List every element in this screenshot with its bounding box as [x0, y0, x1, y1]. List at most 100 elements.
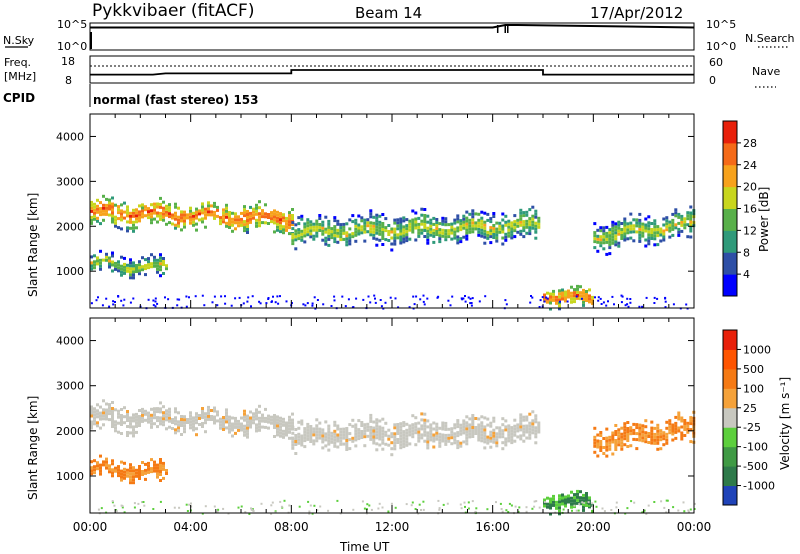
echo-cell	[291, 217, 294, 220]
echo-cell	[105, 197, 108, 201]
echo-cell	[531, 419, 535, 423]
echo-cell	[342, 237, 346, 241]
echo-cell	[180, 421, 183, 424]
echo-cell	[545, 296, 548, 299]
echo-cell	[591, 502, 594, 505]
echo-cell	[614, 442, 618, 445]
echo-cell	[96, 262, 99, 266]
echo-cell	[567, 292, 570, 296]
echo-cell	[432, 228, 436, 232]
echo-cell	[318, 427, 322, 431]
echo-cell	[674, 208, 678, 212]
echo-cell	[471, 297, 474, 300]
echo-cell	[324, 444, 328, 448]
echo-cell	[336, 433, 340, 437]
echo-cell	[647, 432, 651, 435]
echo-cell	[483, 223, 487, 227]
echo-cell	[435, 431, 439, 435]
echo-cell	[352, 306, 355, 309]
echo-cell	[390, 227, 394, 231]
echo-cell	[150, 215, 153, 219]
echo-cell	[370, 508, 373, 511]
echo-cell	[668, 419, 672, 423]
echo-cell	[498, 429, 502, 433]
echo-cell	[480, 234, 484, 238]
echo-cell	[498, 435, 502, 439]
echo-cell	[189, 221, 192, 225]
echo-cell	[683, 434, 687, 437]
echo-cell	[366, 503, 369, 506]
echo-cell	[480, 231, 484, 235]
echo-cell	[147, 257, 150, 261]
echo-cell	[147, 417, 150, 421]
echo-cell	[593, 237, 597, 241]
echo-cell	[453, 227, 457, 231]
echo-cell	[399, 232, 403, 236]
colorbar-tick-label: 100	[743, 382, 764, 395]
echo-cell	[105, 460, 108, 464]
echo-cell	[644, 431, 648, 435]
echo-cell	[135, 217, 138, 221]
echo-cell	[90, 460, 93, 464]
echo-cell	[153, 466, 156, 470]
echo-cell	[260, 502, 263, 505]
echo-cell	[108, 204, 111, 208]
echo-cell	[113, 504, 116, 507]
x-tick-label: 08:00	[274, 520, 309, 534]
colorbar-segment	[723, 466, 737, 487]
echo-cell	[635, 432, 639, 436]
echo-cell	[413, 303, 416, 306]
echo-cell	[423, 430, 427, 434]
echo-cell	[522, 211, 526, 215]
echo-cell	[614, 231, 618, 235]
echo-cell	[489, 430, 493, 434]
echo-cell	[321, 437, 325, 441]
echo-cell	[258, 300, 261, 303]
echo-cell	[126, 214, 129, 218]
echo-cell	[444, 220, 448, 224]
echo-cell	[580, 297, 583, 300]
echo-cell	[159, 259, 162, 263]
echo-cell	[415, 295, 418, 298]
echo-cell	[183, 213, 186, 217]
echo-cell	[573, 294, 576, 298]
echo-cell	[624, 304, 627, 307]
echo-cell	[333, 234, 337, 238]
echo-cell	[339, 436, 343, 440]
echo-cell	[507, 433, 511, 437]
echo-cell	[246, 300, 249, 303]
echo-cell	[534, 420, 538, 424]
nave-tick-bottom: 0	[709, 74, 716, 87]
echo-cell	[462, 235, 466, 239]
echo-cell	[602, 235, 606, 239]
echo-cell	[99, 258, 102, 262]
echo-cell	[420, 207, 424, 211]
echo-cell	[535, 500, 538, 503]
echo-cell	[611, 452, 615, 456]
echo-cell	[144, 471, 147, 475]
echo-cell	[141, 265, 144, 269]
colorbar-tick-label: 16	[743, 203, 757, 216]
echo-cell	[105, 466, 108, 470]
echo-cell	[243, 409, 246, 413]
echo-cell	[114, 203, 117, 207]
echo-cell	[462, 217, 466, 221]
echo-cell	[147, 210, 150, 214]
echo-cell	[303, 231, 307, 235]
echo-cell	[620, 294, 623, 297]
echo-cell	[309, 440, 313, 443]
echo-cell	[686, 211, 690, 215]
echo-cell	[516, 221, 520, 225]
echo-cell	[552, 503, 555, 507]
echo-cell	[255, 417, 258, 421]
echo-cell	[492, 431, 496, 435]
echo-cell	[593, 444, 597, 448]
echo-cell	[534, 209, 538, 213]
echo-cell	[168, 221, 171, 225]
echo-cell	[414, 416, 418, 420]
echo-cell	[414, 428, 418, 432]
echo-cell	[354, 423, 358, 427]
echo-cell	[417, 427, 421, 431]
echo-cell	[242, 302, 245, 305]
echo-cell	[489, 421, 493, 425]
